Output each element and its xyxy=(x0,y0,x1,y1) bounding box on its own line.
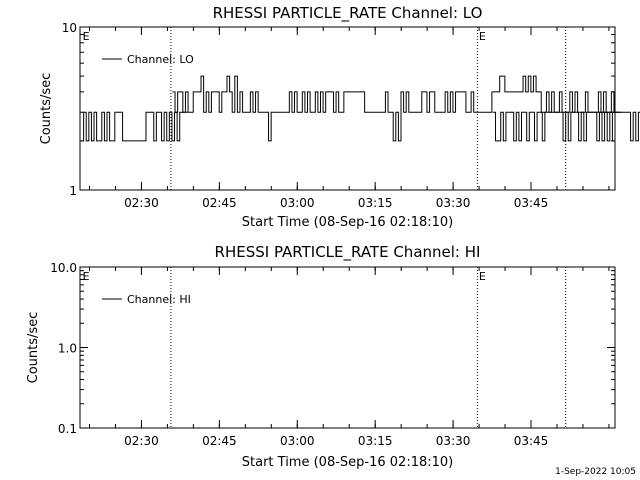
x-tick-label: 02:30 xyxy=(124,196,159,210)
series-line-channel-lo-segment-1 xyxy=(172,75,622,142)
legend-label: Channel: HI xyxy=(127,293,191,306)
y-tick-label: 0.1 xyxy=(58,422,77,436)
x-tick-label: 03:45 xyxy=(514,434,549,448)
series-line-channel-lo-segment-0 xyxy=(81,111,188,142)
plot-frame xyxy=(79,266,616,429)
x-tick-label: 02:45 xyxy=(202,196,237,210)
y-tick-label: 10.0 xyxy=(50,261,77,275)
y-axis-label: Counts/sec xyxy=(39,73,54,145)
y-tick-label: 1.0 xyxy=(58,342,77,356)
x-tick-label: 03:45 xyxy=(514,196,549,210)
timestamp: 1-Sep-2022 10:05 xyxy=(555,467,636,477)
x-tick-label: 03:30 xyxy=(436,196,471,210)
event-marker: E xyxy=(83,30,90,43)
panel-lo xyxy=(79,26,640,191)
chart-title: RHESSI PARTICLE_RATE Channel: LO xyxy=(213,4,483,23)
x-tick-label: 03:15 xyxy=(358,434,393,448)
x-tick-label: 02:30 xyxy=(124,434,159,448)
chart-title: RHESSI PARTICLE_RATE Channel: HI xyxy=(215,243,481,262)
x-tick-label: 03:30 xyxy=(436,434,471,448)
x-tick-label: 02:45 xyxy=(202,434,237,448)
y-tick-label: 1 xyxy=(69,184,77,198)
series-line-channel-lo-segment-3 xyxy=(599,111,618,142)
legend-label: Channel: LO xyxy=(127,53,194,66)
series-line-channel-lo-segment-2 xyxy=(492,111,640,142)
x-axis-label: Start Time (08-Sep-16 02:18:10) xyxy=(242,215,453,230)
plot-frame xyxy=(79,26,616,191)
event-marker: E xyxy=(479,30,486,43)
event-marker: E xyxy=(83,270,90,283)
y-axis-label: Counts/sec xyxy=(26,312,41,384)
y-tick-label: 10 xyxy=(62,21,77,35)
x-tick-label: 03:00 xyxy=(280,196,315,210)
panel-hi xyxy=(79,266,616,429)
x-tick-label: 03:15 xyxy=(358,196,393,210)
event-marker: E xyxy=(479,270,486,283)
x-axis-label: Start Time (08-Sep-16 02:18:10) xyxy=(242,455,453,470)
x-tick-label: 03:00 xyxy=(280,434,315,448)
